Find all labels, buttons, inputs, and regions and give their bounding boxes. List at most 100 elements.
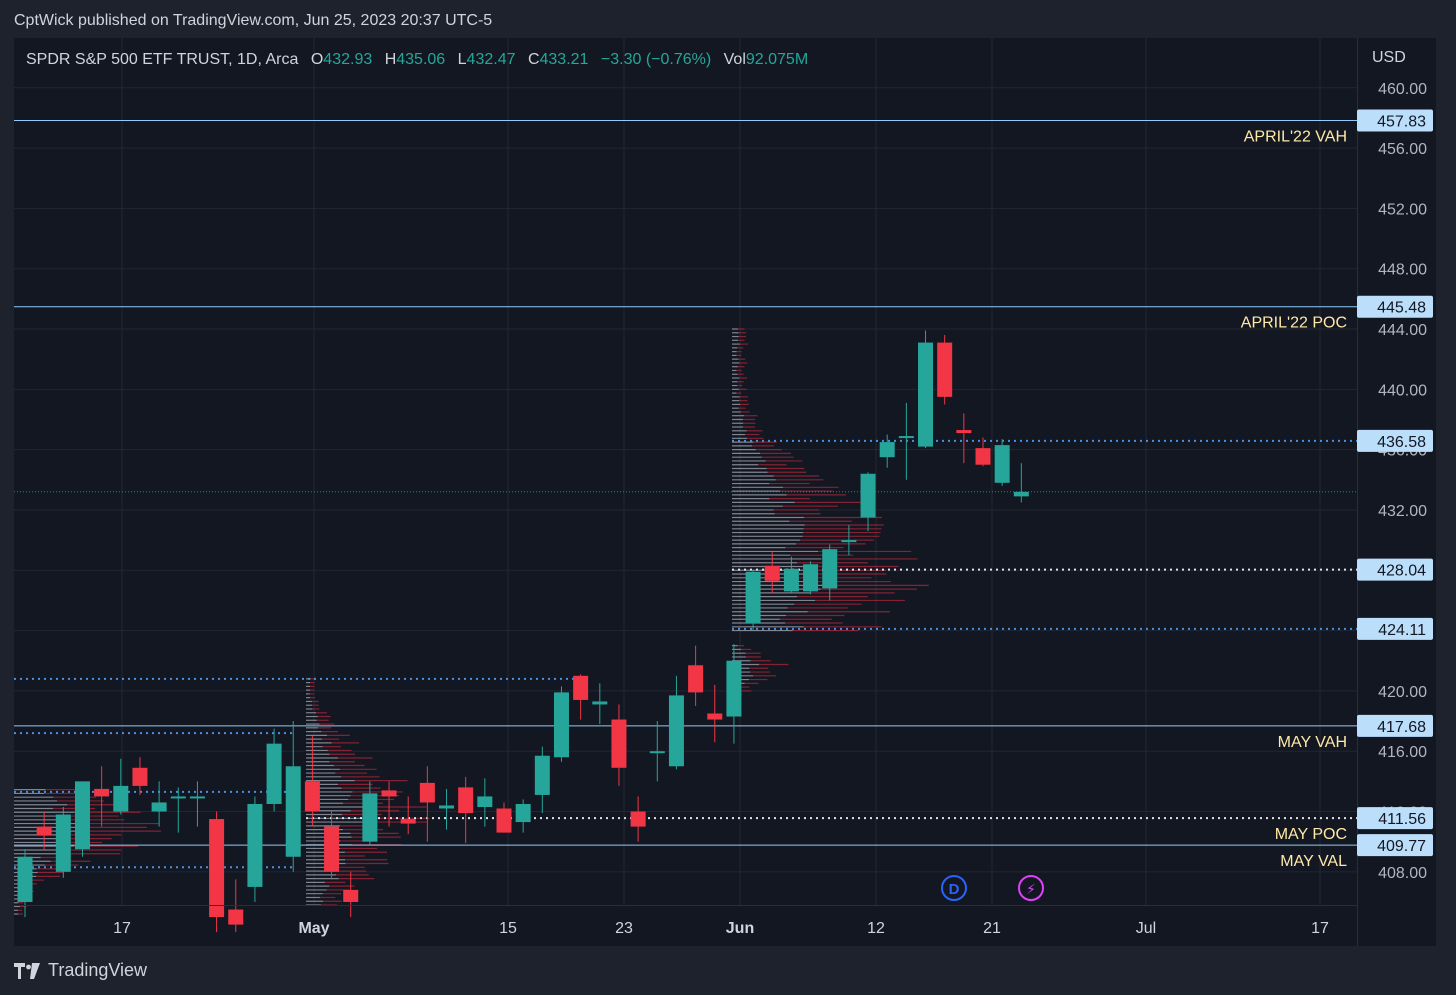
candle	[170, 787, 186, 833]
candle-body	[1013, 491, 1029, 497]
candle-body	[362, 793, 378, 842]
level-annotation: MAY VAL	[1280, 853, 1347, 870]
candle-body	[324, 826, 340, 872]
candle	[707, 684, 723, 743]
level-annotation: MAY POC	[1275, 826, 1347, 843]
level-annotation: APRIL'22 POC	[1241, 315, 1347, 332]
candle-body	[151, 802, 167, 812]
candle-body	[113, 785, 129, 812]
level-annotation: MAY VAH	[1278, 734, 1347, 751]
candle	[209, 811, 225, 933]
candle	[304, 736, 320, 827]
candle-body	[879, 442, 895, 458]
candle	[113, 758, 129, 815]
price-label-text: 409.77	[1377, 838, 1426, 855]
y-tick-label: 432.00	[1378, 503, 1427, 520]
candle-body	[189, 796, 205, 799]
candle-body	[477, 796, 493, 807]
close-label: C	[527, 51, 540, 68]
y-tick-label: 452.00	[1378, 201, 1427, 218]
candle-body	[956, 430, 972, 434]
price-label-bg	[1357, 295, 1433, 318]
candle	[439, 788, 455, 830]
x-tick-label: 12	[867, 920, 885, 937]
candle-body	[132, 767, 148, 786]
price-axis-label: 409.77	[1357, 834, 1433, 857]
candle	[496, 802, 512, 833]
high-label: H	[384, 51, 397, 68]
x-tick-label: Jun	[726, 920, 754, 937]
candle-body	[419, 782, 435, 803]
price-axis-label: 417.68	[1357, 714, 1433, 737]
candle	[649, 721, 665, 782]
candle	[381, 781, 397, 827]
price-axis-bg	[1357, 38, 1436, 946]
candle-body	[975, 448, 991, 465]
candle-body	[898, 436, 914, 439]
price-label-text: 417.68	[1377, 719, 1426, 736]
candle-body	[668, 695, 684, 767]
grid-lines	[14, 38, 1357, 905]
candle	[458, 776, 474, 844]
candle-body	[304, 781, 320, 812]
candle-body	[285, 766, 301, 857]
candle-body	[458, 787, 474, 814]
candle-body	[400, 819, 416, 824]
price-label-bg	[1357, 834, 1433, 857]
price-label-text: 436.58	[1377, 434, 1426, 451]
candle-body	[266, 743, 282, 804]
candle	[247, 796, 263, 902]
footer[interactable]: TradingView	[14, 960, 147, 981]
price-label-bg	[1357, 617, 1433, 640]
level-annotation: APRIL'22 VAH	[1244, 128, 1347, 145]
y-tick-label: 448.00	[1378, 262, 1427, 279]
candle-body	[534, 755, 550, 795]
candle	[592, 683, 608, 725]
candle-body	[860, 473, 876, 518]
candle-body	[592, 701, 608, 705]
candle	[688, 645, 704, 706]
candlestick-chart[interactable]: APRIL'22 VAH APRIL'22 POC MAY VAH MAY POC MA…	[14, 38, 1436, 946]
brand-name: TradingView	[48, 960, 148, 980]
symbol-legend: SPDR S&P 500 ETF TRUST, 1D, Arca O432.93…	[26, 51, 808, 69]
price-label-bg	[1357, 714, 1433, 737]
event-marker: ⚡	[1018, 875, 1044, 901]
candle-body	[611, 719, 627, 768]
price-label-bg	[1357, 807, 1433, 830]
candle-body	[764, 565, 780, 581]
candle	[553, 686, 569, 762]
candle	[151, 781, 167, 827]
candle-body	[783, 568, 799, 592]
axes: USD 460.00 456.00 452.00 448.00 444.00 440.00 4…	[14, 38, 1436, 946]
candle	[937, 335, 953, 405]
x-tick-label: 17	[1311, 920, 1329, 937]
candle	[841, 525, 857, 556]
price-axis-label: 424.11	[1357, 617, 1433, 640]
candle	[36, 811, 52, 850]
lightning-icon: ⚡	[1026, 882, 1036, 898]
y-tick-label: 440.00	[1378, 382, 1427, 399]
candle-body	[726, 660, 742, 717]
candle	[515, 799, 531, 833]
low-label: L	[457, 51, 467, 68]
candle	[343, 871, 359, 918]
candle-body	[515, 803, 531, 823]
x-tick-label: 21	[983, 920, 1001, 937]
dividend-marker-label: D	[949, 881, 960, 898]
event-marker-circle	[1018, 875, 1044, 901]
volume-label: Vol	[723, 51, 746, 68]
candle	[285, 721, 301, 872]
high-value: 435.06	[396, 51, 446, 68]
candle	[419, 766, 435, 842]
price-label-text: 457.83	[1377, 113, 1426, 130]
candle-body	[55, 814, 71, 872]
price-axis-label: 436.58	[1357, 429, 1433, 452]
price-axis-label: 457.83	[1357, 109, 1433, 132]
x-tick-label: May	[298, 920, 329, 937]
candle	[879, 434, 895, 468]
candle-body	[209, 819, 225, 918]
candle-body	[228, 909, 244, 925]
candle	[477, 778, 493, 827]
candle	[860, 472, 876, 532]
candle	[898, 402, 914, 480]
